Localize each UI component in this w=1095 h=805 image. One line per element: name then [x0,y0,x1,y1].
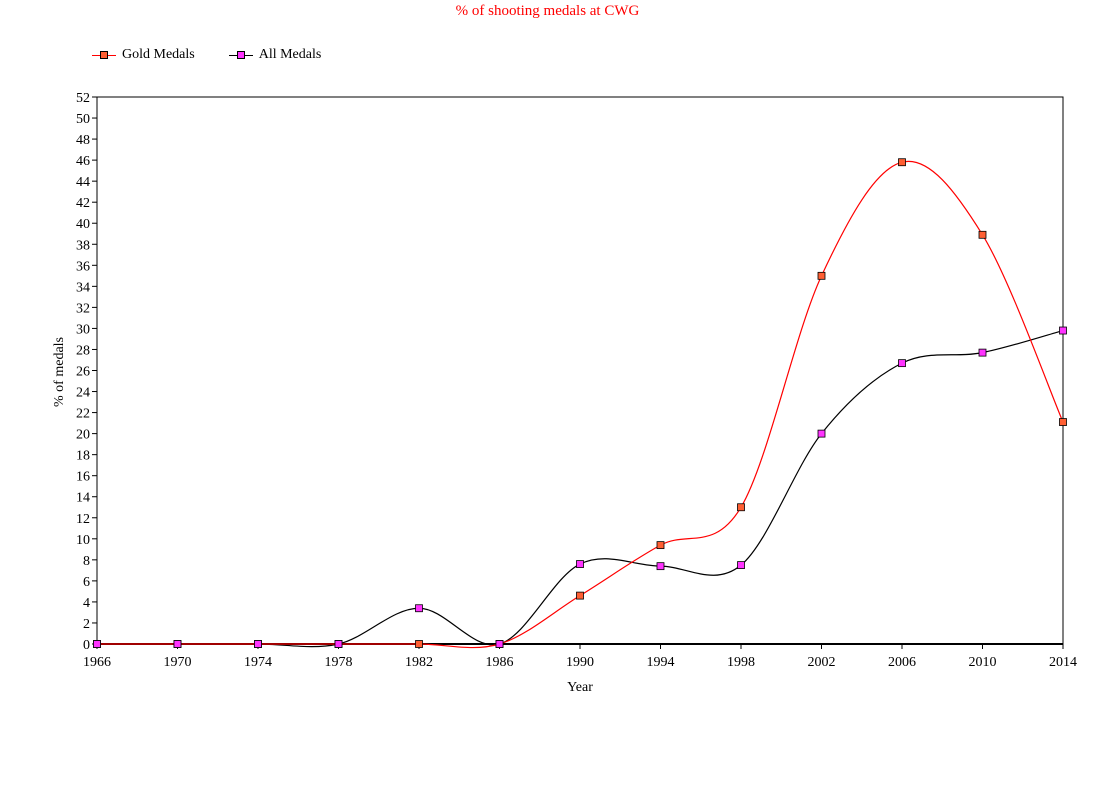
x-tick-label: 2010 [969,655,997,670]
y-tick-label: 12 [76,512,90,527]
point-gold-medals [898,158,906,167]
chart-title: % of shooting medals at CWG [455,3,640,19]
point-all-medals [978,348,987,357]
x-tick-label: 1978 [325,655,353,670]
y-tick-label: 52 [76,91,90,106]
legend-item-gold-medals: Gold Medals [92,47,195,63]
y-tick-label: 50 [76,112,90,127]
y-tick-label: 38 [76,238,90,253]
series-markers [93,158,1067,648]
point-all-medals [576,560,584,568]
point-all-medals [737,561,745,570]
x-tick-label: 1990 [566,655,594,670]
x-tick-label: 1994 [647,655,675,670]
y-tick-label: 28 [76,343,90,358]
series-line-gold-medals [97,160,1064,649]
legend-label-all-medals: All Medals [258,47,322,62]
point-all-medals [817,429,826,438]
legend-item-all-medals: All Medals [228,47,322,63]
y-tick-label: 16 [76,470,90,485]
point-gold-medals [817,271,826,280]
y-tick-label: 8 [83,554,90,569]
y-tick-label: 26 [76,365,90,380]
point-all-medals [656,562,665,571]
legend-label-gold-medals: Gold Medals [122,47,195,62]
x-tick-label: 1986 [486,655,514,670]
point-all-medals [334,640,343,648]
point-all-medals [173,640,182,648]
point-all-medals [254,640,262,648]
x-tick-label: 2006 [888,655,916,670]
y-tick-label: 30 [76,322,90,337]
x-axis-title: Year [567,680,593,695]
x-tick-label: 1966 [83,655,111,670]
y-tick-label: 14 [76,491,90,506]
y-tick-label: 24 [76,386,90,401]
y-axis-title: % of medals [52,337,67,407]
y-tick-label: 6 [83,575,90,590]
y-tick-label: 10 [76,533,90,548]
x-tick-label: 1998 [727,655,755,670]
y-tick-label: 22 [76,407,90,422]
x-tick-label: 1970 [164,655,192,670]
x-tick-label: 2002 [808,655,836,670]
point-all-medals [1059,326,1067,335]
point-gold-medals [737,503,745,512]
y-tick-label: 40 [76,217,90,232]
point-gold-medals [656,541,665,550]
point-all-medals [898,359,906,368]
legend-swatch-all-medals [228,50,253,60]
point-gold-medals [576,591,584,600]
y-tick-label: 2 [83,617,90,632]
legend: Gold Medals All Medals [92,47,355,63]
point-all-medals [495,640,504,648]
y-tick-label: 46 [76,154,90,169]
x-tick-label: 1974 [244,655,272,670]
y-tick-label: 32 [76,301,90,316]
y-tick-label: 20 [76,428,90,443]
point-gold-medals [1059,418,1067,426]
y-tick-label: 42 [76,196,90,211]
y-tick-label: 0 [83,638,90,653]
x-tick-label: 2014 [1049,655,1077,670]
legend-swatch-gold-medals [92,50,116,60]
point-all-medals [93,640,101,648]
x-tick-label: 1982 [405,655,433,670]
y-axis: 0246810121416182022242628303234363840424… [76,91,97,653]
y-tick-label: 4 [83,596,90,611]
point-gold-medals [415,640,423,648]
x-axis: 1966 1970 1974 1978 1982 1986 1990 1994 1998 2002… [83,643,1077,670]
y-tick-label: 44 [76,175,90,190]
y-tick-label: 18 [76,449,90,464]
y-tick-label: 36 [76,259,90,274]
y-tick-label: 34 [76,280,90,295]
point-all-medals [415,604,423,613]
y-tick-label: 48 [76,133,90,148]
point-gold-medals [978,230,987,239]
series-lines [97,160,1064,649]
